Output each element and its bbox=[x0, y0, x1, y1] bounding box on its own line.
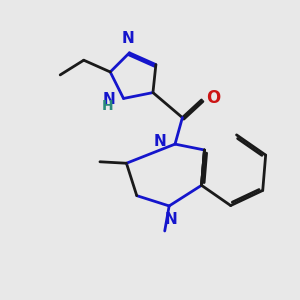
Text: N: N bbox=[164, 212, 177, 227]
Text: N: N bbox=[122, 32, 134, 46]
Text: N: N bbox=[103, 92, 115, 107]
Text: H: H bbox=[101, 99, 113, 113]
Text: O: O bbox=[206, 89, 220, 107]
Text: N: N bbox=[153, 134, 166, 149]
